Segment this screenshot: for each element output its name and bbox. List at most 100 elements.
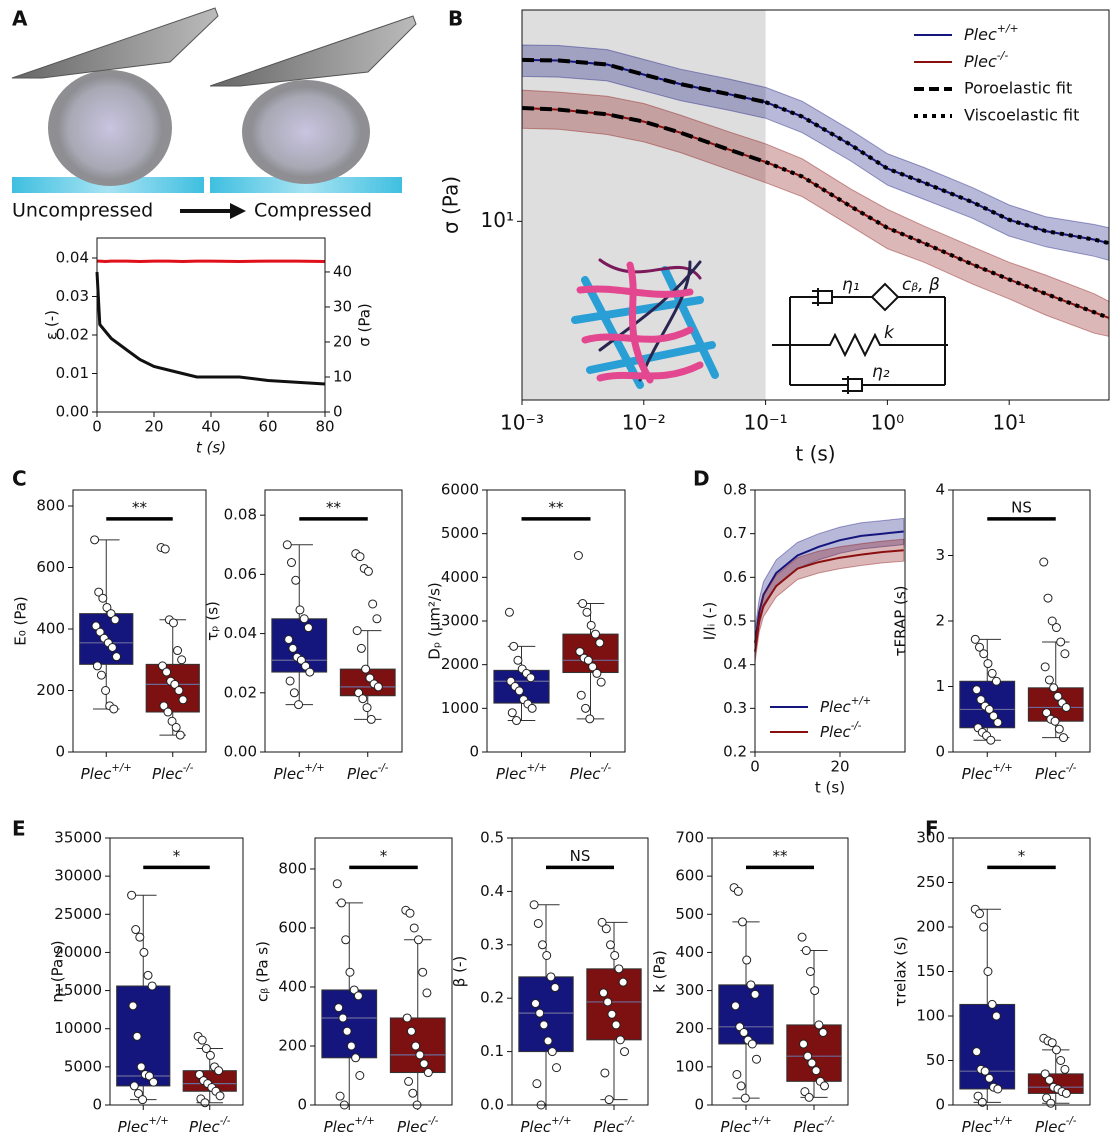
data-point: [284, 635, 294, 645]
data-point: [1044, 675, 1054, 685]
y2-tick-label: 40: [333, 262, 352, 280]
y-tick-label: 0.4: [480, 882, 504, 900]
data-point: [1059, 733, 1069, 743]
data-point: [334, 1003, 344, 1013]
data-point: [606, 940, 615, 950]
y-tick-label: 0.03: [56, 287, 89, 305]
line: [754, 530, 904, 643]
data-point: [740, 1093, 750, 1103]
y-tick-label: 4: [935, 481, 945, 499]
network-illustration: [571, 258, 719, 389]
significance-label: **: [773, 847, 789, 865]
data-point: [733, 886, 743, 896]
fit-line: [764, 160, 1110, 320]
y-axis-label: k (Pa): [651, 950, 669, 993]
y-tick-label: 0.3: [480, 935, 504, 953]
y-tick-label: 0.06: [224, 565, 257, 583]
data-point: [581, 703, 591, 713]
x-tick-label: Plec-/-: [793, 1116, 835, 1134]
data-point: [731, 1001, 740, 1011]
data-point: [1060, 1064, 1070, 1074]
data-point: [531, 999, 540, 1009]
x-tick-label: Plec-/-: [347, 763, 389, 783]
data-point: [335, 1091, 345, 1101]
y-tick-label: 1000: [441, 699, 479, 717]
y2-tick-label: 0: [333, 403, 343, 421]
data-point: [527, 703, 537, 713]
y-tick-label: 0.02: [224, 683, 257, 701]
data-point: [752, 1054, 761, 1064]
x-tick-label: Plec+/+: [324, 1116, 375, 1134]
y-tick-label: 2: [935, 612, 945, 630]
data-point: [200, 1098, 210, 1108]
x-tick-label: 10⁻²: [622, 411, 666, 435]
data-point: [346, 1041, 356, 1051]
plot-frame: [96, 237, 326, 413]
x-tick-label: Plec+/+: [720, 1116, 771, 1134]
y-tick-label: 0: [55, 743, 65, 761]
plot-frame: [952, 489, 1091, 753]
data-point: [174, 685, 184, 695]
y-axis-label: τrelax (s): [892, 936, 910, 1007]
data-point: [411, 1041, 421, 1051]
data-point: [194, 1069, 204, 1079]
legend-label: Viscoelastic fit: [964, 106, 1079, 125]
data-point: [415, 1050, 425, 1060]
plot-frame: [486, 489, 626, 753]
data-point: [129, 1081, 139, 1091]
panel-letter: D: [693, 467, 710, 491]
data-point: [597, 917, 607, 927]
model-label: cᵦ, β: [902, 275, 940, 295]
y-tick-label: 10000: [54, 1019, 102, 1037]
y-tick-label: 0.3: [723, 699, 747, 717]
data-point: [96, 670, 106, 680]
data-point: [299, 614, 309, 624]
plot-frame: [754, 489, 906, 753]
y-tick-label: 0: [469, 743, 479, 761]
data-point: [286, 558, 296, 568]
y-tick-label: 5000: [441, 524, 479, 542]
line: [754, 549, 904, 652]
data-point: [1050, 716, 1060, 726]
data-point: [423, 1068, 433, 1078]
data-point: [332, 879, 342, 889]
data-point: [806, 967, 815, 976]
y-tick-label: 35000: [54, 829, 102, 847]
x-axis-label: t (s): [795, 442, 835, 466]
y-tick-label: 0.7: [723, 524, 747, 542]
data-point: [110, 615, 120, 625]
data-point: [345, 967, 355, 977]
data-point: [296, 655, 306, 665]
significance-label: NS: [1011, 498, 1032, 516]
y-tick-label: 6000: [441, 481, 479, 499]
y-axis-label: Dₚ (µm²/s): [426, 582, 444, 659]
data-point: [128, 1001, 138, 1011]
x-tick-label: Plec+/+: [118, 1116, 169, 1134]
y2-tick-label: 30: [333, 297, 352, 315]
data-point: [600, 1068, 610, 1078]
data-point: [171, 722, 181, 732]
data-point: [1056, 637, 1066, 647]
y-tick-label: 0.4: [723, 655, 747, 673]
y-tick-label: 30000: [54, 867, 102, 885]
y-tick-label: 3000: [441, 612, 479, 630]
data-point: [1054, 724, 1064, 734]
y-axis-label: cᵦ (Pa s): [254, 941, 272, 1002]
data-point: [354, 688, 364, 698]
y-tick-label: 15000: [54, 981, 102, 999]
fit-line: [521, 106, 767, 164]
y-tick-label: 300: [675, 981, 704, 999]
data-point: [282, 540, 292, 550]
data-point: [175, 730, 185, 740]
data-point: [101, 685, 111, 695]
data-point: [112, 652, 122, 662]
x-axis-label: t (s): [196, 439, 226, 457]
data-point: [547, 1047, 557, 1057]
model-label: η₂: [872, 362, 890, 382]
data-point: [91, 621, 101, 631]
data-point: [107, 642, 117, 652]
data-point: [991, 1011, 1001, 1021]
y-tick-label: 200: [278, 1036, 307, 1054]
data-point: [1046, 1098, 1056, 1108]
x-tick-label: 0: [92, 418, 102, 436]
